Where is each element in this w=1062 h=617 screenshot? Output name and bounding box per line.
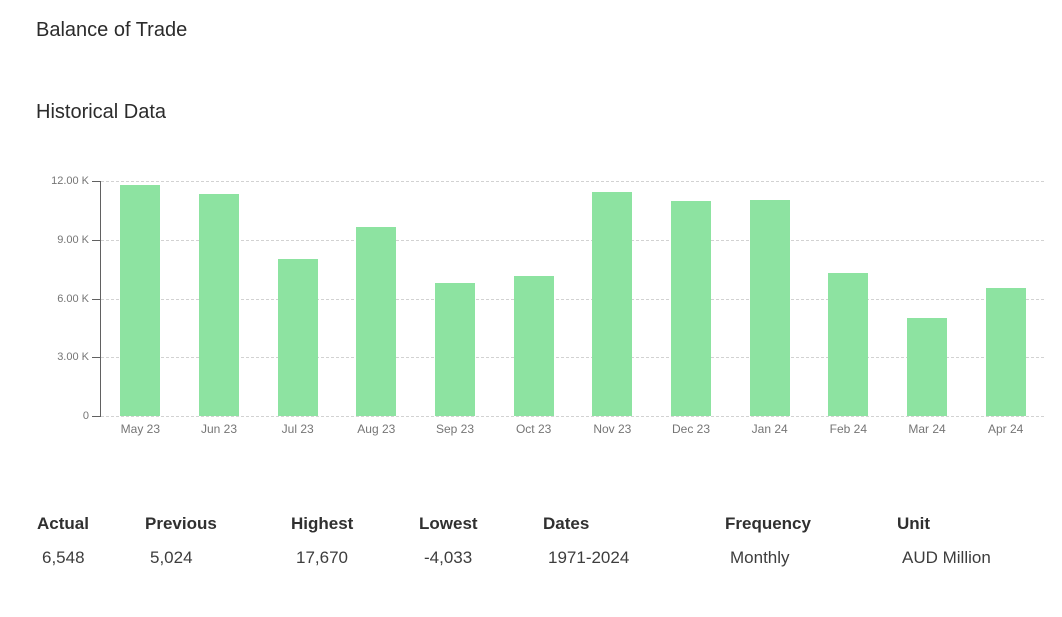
x-axis-label: Sep 23 xyxy=(435,422,475,436)
bar[interactable] xyxy=(199,194,239,416)
x-axis-label: Apr 24 xyxy=(987,422,1024,436)
summary-column-highest: Highest 17,670 xyxy=(291,514,419,568)
bar[interactable] xyxy=(985,287,1026,416)
x-axis-label: May 23 xyxy=(120,422,161,436)
gridline xyxy=(101,357,1044,359)
y-axis-label: 9.00 K xyxy=(57,233,89,246)
summary-column-dates: Dates 1971-2024 xyxy=(543,514,725,568)
section-title: Historical Data xyxy=(36,101,167,123)
x-axis-label: Aug 23 xyxy=(357,422,396,436)
summary-value: 6,548 xyxy=(42,548,85,567)
summary-column-actual: Actual 6,548 xyxy=(37,514,145,568)
summary-column-lowest: Lowest -4,033 xyxy=(419,514,543,568)
summary-column-previous: Previous 5,024 xyxy=(145,514,291,568)
summary-value: -4,033 xyxy=(424,548,473,567)
bar[interactable] xyxy=(749,200,790,416)
summary-label: Previous xyxy=(145,514,217,533)
y-axis-label: 6.00 K xyxy=(57,292,89,305)
y-axis-label: 12.00 K xyxy=(51,174,89,187)
bar[interactable] xyxy=(907,317,947,416)
summary-label: Highest xyxy=(291,514,354,533)
x-axis-label: Jul 23 xyxy=(281,422,314,436)
y-axis-tick xyxy=(92,298,101,300)
bar[interactable] xyxy=(356,227,397,416)
gridline xyxy=(101,298,1044,300)
summary-column-frequency: Frequency Monthly xyxy=(725,514,897,568)
page-title: Balance of Trade xyxy=(36,19,188,41)
summary-value: 5,024 xyxy=(150,548,193,567)
y-axis-label: 0 xyxy=(82,409,89,422)
bar[interactable] xyxy=(277,258,318,416)
bar[interactable] xyxy=(828,273,869,416)
y-axis-tick xyxy=(92,416,101,417)
summary-value: 17,670 xyxy=(296,548,348,567)
x-axis-label: Nov 23 xyxy=(593,422,632,436)
x-axis-label: Dec 23 xyxy=(671,422,711,436)
bar[interactable] xyxy=(120,185,161,416)
x-axis-label: Oct 23 xyxy=(515,422,552,436)
x-axis-label: Mar 24 xyxy=(908,422,946,436)
bar[interactable] xyxy=(435,283,475,416)
gridline xyxy=(101,181,1044,182)
x-axis-label: Jun 23 xyxy=(200,422,238,436)
summary-table: Actual 6,548 Previous 5,024 Highest 17,670 Low… xyxy=(37,514,991,568)
gridline xyxy=(101,239,1044,241)
y-axis-tick xyxy=(92,357,101,359)
summary-value: Monthly xyxy=(730,548,790,567)
summary-label: Lowest xyxy=(419,514,478,533)
summary-label: Actual xyxy=(37,514,89,533)
x-axis-label: Feb 24 xyxy=(829,422,868,436)
summary-value: 1971-2024 xyxy=(548,548,630,567)
x-axis-label: Jan 24 xyxy=(751,422,788,436)
y-axis-label: 3.00 K xyxy=(57,351,89,364)
summary-label: Unit xyxy=(897,514,931,533)
summary-value: AUD Million xyxy=(902,548,991,567)
bar[interactable] xyxy=(592,192,633,416)
summary-column-unit: Unit AUD Million xyxy=(897,514,991,568)
summary-label: Frequency xyxy=(725,514,811,533)
summary-label: Dates xyxy=(543,514,590,533)
y-axis-tick xyxy=(92,239,101,241)
gridline xyxy=(101,416,1044,417)
bar[interactable] xyxy=(513,276,554,416)
y-axis-tick xyxy=(92,181,101,182)
historical-data-bar-chart: 0 3.00 K 6.00 K 9.00 K 12.00 K May 23 Jun 23 Ju… xyxy=(51,175,1044,436)
bar[interactable] xyxy=(671,201,711,416)
